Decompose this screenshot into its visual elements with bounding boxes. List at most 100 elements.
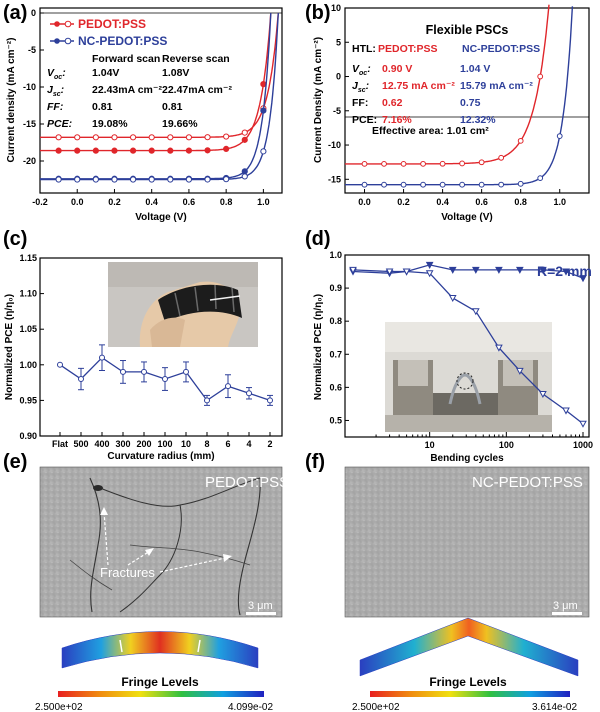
data-point-d-1	[448, 295, 457, 303]
y-tick-label-b: -15	[328, 174, 341, 184]
data-point-b-1	[478, 181, 485, 188]
data-point-b-1	[517, 180, 524, 187]
data-point-d-0	[425, 261, 434, 269]
series-line-a-1	[40, 12, 279, 138]
reverse-value: 1.08V	[162, 67, 189, 79]
data-point-a-3	[92, 176, 99, 183]
chart-c: 1.15 1.10 1.05 1.00 0.95 0.90 Flat 500 400 300 200…	[4, 253, 283, 462]
data-point-b-1	[381, 181, 387, 188]
nc-pedot-value: 12.32%	[460, 114, 496, 126]
data-point-b-1	[400, 181, 407, 188]
htl-nc-pedot: NC-PEDOT:PSS	[462, 43, 540, 55]
x-tick-label-c: 400	[94, 439, 109, 449]
y-tick-label-b: 0	[336, 72, 341, 82]
sem-title-f: NC-PEDOT:PSS	[472, 474, 583, 491]
pedot-value: 0.90 V	[382, 63, 412, 75]
panel-label-c: (c)	[3, 228, 27, 250]
col-reverse: Reverse scan	[162, 53, 230, 65]
panel-label-b: (b)	[305, 2, 331, 24]
row-label-b: Jsc:	[352, 80, 369, 94]
y-tick-label-b: -10	[328, 140, 341, 150]
data-point-d-0	[448, 266, 457, 274]
data-point-c	[246, 390, 252, 397]
row-label-b: FF:	[352, 97, 368, 109]
data-point-b-1	[420, 181, 426, 188]
y-tick-label-d: 0.8	[329, 316, 342, 326]
panel-label-e: (e)	[3, 451, 27, 473]
x-tick-label-b: 0.4	[436, 197, 449, 207]
bending-rig-photo	[385, 322, 552, 432]
data-point-a-0	[204, 147, 211, 154]
data-point-a-3	[260, 148, 267, 155]
data-point-a-3	[223, 176, 230, 183]
data-point-b-1	[361, 181, 368, 188]
legend-marker-open-red	[64, 20, 72, 28]
fracture-crack	[237, 477, 261, 616]
data-point-a-3	[111, 176, 118, 183]
fracture-arrows	[100, 507, 232, 573]
x-tick-label-c: 8	[204, 439, 209, 449]
pedot-value: 0.62	[382, 97, 403, 109]
xlabel-c: Curvature radius (mm)	[107, 451, 214, 462]
data-point-d-1	[539, 390, 547, 399]
data-point-b-0	[381, 160, 387, 167]
data-point-a-0	[185, 147, 193, 154]
fringe-title-f: Fringe Levels	[429, 675, 507, 689]
y-tick-label-b: 5	[336, 37, 341, 47]
row-label-a: Jsc:	[47, 84, 64, 98]
reverse-value: 22.47mA cm⁻²	[162, 84, 232, 96]
data-point-a-0	[74, 147, 81, 154]
data-point-a-1	[111, 134, 118, 141]
data-point-d-1	[349, 266, 357, 274]
data-point-d-1	[402, 268, 411, 276]
x-tick-label-c: 200	[136, 439, 151, 449]
col-forward: Forward scan	[92, 53, 160, 65]
y-tick-label-d: 0.6	[329, 382, 342, 392]
scale-label-f: 3 μm	[553, 600, 578, 612]
data-point-b-0	[517, 137, 524, 144]
fracture-crack	[119, 504, 182, 613]
data-point-a-1	[204, 134, 211, 141]
data-point-a-0	[148, 147, 155, 154]
data-point-c	[204, 397, 210, 404]
legend-item-nc-pedot: NC-PEDOT:PSS	[78, 34, 167, 48]
row-label-b: Voc:	[352, 63, 371, 77]
data-point-b-0	[459, 160, 466, 167]
data-point-c	[120, 368, 126, 375]
htl-pedot: PEDOT:PSS	[378, 43, 438, 55]
sem-title-e: PEDOT:PSS	[205, 474, 289, 491]
colorbar-min-e: 2.500e+02	[35, 702, 83, 712]
data-point-a-3	[148, 176, 155, 183]
data-point-b-1	[537, 175, 544, 182]
data-point-b-1	[459, 181, 466, 188]
effective-area: Effective area: 1.01 cm²	[372, 125, 489, 137]
data-point-a-0	[111, 147, 118, 154]
x-tick-label-a: 0.2	[108, 197, 121, 207]
x-tick-label-a: 1.0	[257, 197, 270, 207]
data-point-d-0	[471, 266, 480, 274]
sem-image-f: NC-PEDOT:PSS 3 μm	[344, 466, 590, 618]
data-point-a-0	[260, 81, 267, 88]
reverse-value: 0.81	[162, 101, 183, 113]
y-tick-label-c: 1.00	[19, 360, 37, 370]
data-point-b-0	[361, 160, 368, 167]
xlabel-a: Voltage (V)	[135, 212, 186, 223]
row-label-a: PCE:	[47, 118, 72, 130]
data-point-c	[57, 361, 63, 368]
data-point-a-3	[185, 176, 193, 183]
y-tick-label-a: -20	[23, 156, 36, 166]
fringe-title-e: Fringe Levels	[121, 675, 199, 689]
scale-bar-f	[552, 612, 582, 615]
y-tick-label-d: 0.7	[329, 349, 342, 359]
row-label-a: Voc:	[47, 67, 66, 81]
x-tick-label-a: 0.6	[183, 197, 196, 207]
data-point-d-0	[562, 268, 570, 276]
x-tick-label-b: 0.2	[397, 197, 410, 207]
annotation-radius: R=2 mm	[537, 263, 592, 279]
data-point-d-1	[385, 268, 394, 276]
legend-item-pedot: PEDOT:PSS	[78, 17, 146, 31]
x-tick-label-c: 4	[246, 439, 251, 449]
data-point-a-0	[223, 145, 230, 152]
data-point-c	[183, 368, 189, 375]
